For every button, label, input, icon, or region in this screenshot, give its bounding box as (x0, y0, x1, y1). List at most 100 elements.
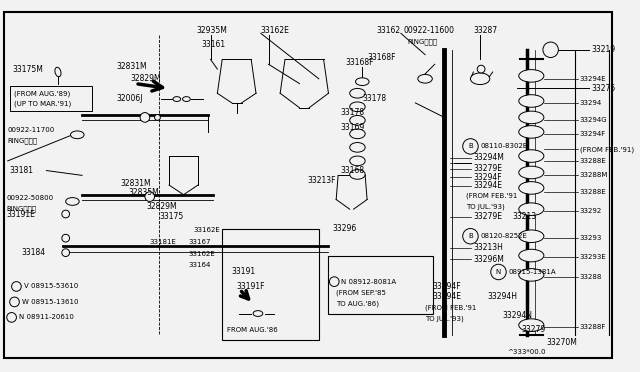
Text: TO JUL.'93): TO JUL.'93) (425, 315, 464, 322)
Text: 33279E: 33279E (474, 164, 502, 173)
Text: 33169: 33169 (340, 122, 364, 132)
Ellipse shape (470, 73, 490, 84)
Ellipse shape (519, 182, 544, 194)
Circle shape (12, 282, 21, 291)
Text: 33181: 33181 (10, 166, 34, 175)
Ellipse shape (519, 319, 544, 331)
Circle shape (7, 312, 17, 322)
Text: 33164: 33164 (188, 262, 211, 268)
Text: 32935M: 32935M (196, 26, 227, 35)
Circle shape (463, 139, 478, 154)
Text: 00922-11600: 00922-11600 (404, 26, 455, 35)
Text: 33294G: 33294G (580, 117, 607, 123)
Ellipse shape (519, 249, 544, 262)
Text: W 08915-13610: W 08915-13610 (22, 299, 79, 305)
Circle shape (145, 192, 155, 202)
Text: 33294: 33294 (580, 100, 602, 106)
Ellipse shape (519, 126, 544, 138)
Text: 32831M: 32831M (116, 62, 147, 71)
Text: (UP TO MAR.'91): (UP TO MAR.'91) (13, 101, 71, 107)
Ellipse shape (519, 269, 544, 281)
Text: 08120-8252E: 08120-8252E (480, 233, 527, 239)
Text: 33191E: 33191E (7, 209, 36, 218)
Ellipse shape (519, 95, 544, 107)
Ellipse shape (519, 111, 544, 124)
Ellipse shape (70, 131, 84, 139)
Text: 33162E: 33162E (188, 251, 215, 257)
Text: 33293E: 33293E (580, 254, 606, 260)
Circle shape (330, 277, 339, 286)
Text: (FROM FEB.'91: (FROM FEB.'91 (466, 192, 517, 199)
Text: 33287: 33287 (474, 26, 497, 35)
Circle shape (62, 210, 70, 218)
Text: TO AUG.'86): TO AUG.'86) (336, 301, 379, 307)
Ellipse shape (66, 198, 79, 205)
Text: 33275: 33275 (591, 84, 616, 93)
Ellipse shape (519, 70, 544, 82)
Text: 33288M: 33288M (580, 172, 608, 178)
Text: 33294M: 33294M (474, 154, 504, 163)
Text: 33213H: 33213H (474, 243, 503, 252)
Text: 33162E: 33162E (261, 26, 290, 35)
Text: 33288: 33288 (580, 274, 602, 280)
Text: 33162E: 33162E (193, 227, 220, 234)
Text: N: N (496, 269, 501, 275)
Ellipse shape (349, 89, 365, 98)
Ellipse shape (253, 311, 263, 317)
Text: 33270M: 33270M (547, 338, 578, 347)
Circle shape (491, 264, 506, 280)
Circle shape (10, 297, 19, 307)
Text: 33178: 33178 (362, 94, 387, 103)
Text: B: B (468, 143, 473, 150)
Text: 32829M: 32829M (147, 202, 177, 211)
Text: (FROM FEB.'91: (FROM FEB.'91 (425, 304, 476, 311)
Text: B: B (468, 233, 473, 239)
Text: TO JUL.'93): TO JUL.'93) (466, 203, 504, 209)
Ellipse shape (349, 142, 365, 152)
Text: 08915-1381A: 08915-1381A (508, 269, 556, 275)
Circle shape (477, 65, 485, 73)
Text: 33219: 33219 (591, 45, 615, 54)
Text: 33288E: 33288E (580, 158, 606, 164)
Text: 33294E: 33294E (433, 292, 462, 301)
Text: 33294F: 33294F (580, 131, 606, 137)
Text: 00922-11700: 00922-11700 (8, 127, 55, 133)
Text: 33296M: 33296M (474, 255, 504, 264)
Text: 33294N: 33294N (502, 311, 532, 320)
Text: 33184: 33184 (21, 248, 45, 257)
Text: 33168: 33168 (340, 166, 364, 175)
Ellipse shape (355, 78, 369, 86)
Text: 33294F: 33294F (474, 173, 502, 182)
Ellipse shape (349, 115, 365, 125)
Text: 33288E: 33288E (580, 189, 606, 195)
Text: 33293: 33293 (580, 235, 602, 241)
Text: N 08911-20610: N 08911-20610 (19, 314, 74, 320)
Ellipse shape (55, 67, 61, 77)
Ellipse shape (519, 150, 544, 162)
Text: RINGリング: RINGリング (8, 137, 38, 144)
Text: RINGリング: RINGリング (7, 205, 37, 212)
Ellipse shape (519, 166, 544, 179)
Bar (222, 228, 319, 340)
Text: RINGリング: RINGリング (408, 39, 438, 45)
Ellipse shape (519, 203, 544, 215)
Ellipse shape (173, 97, 180, 102)
Circle shape (463, 228, 478, 244)
Text: FROM AUG.'86: FROM AUG.'86 (227, 327, 278, 333)
Text: 33288F: 33288F (580, 324, 606, 330)
Text: 32831M: 32831M (121, 179, 152, 187)
Text: 33175: 33175 (159, 212, 184, 221)
Text: 33213F: 33213F (307, 176, 336, 185)
Text: 33213: 33213 (512, 212, 536, 221)
Text: V 08915-53610: V 08915-53610 (24, 283, 79, 289)
Circle shape (155, 115, 161, 120)
Text: 32829M: 32829M (131, 74, 161, 83)
Circle shape (140, 113, 150, 122)
Text: 33296: 33296 (332, 224, 356, 233)
Ellipse shape (349, 170, 365, 179)
Ellipse shape (418, 74, 432, 83)
Ellipse shape (349, 156, 365, 166)
Text: 33294F: 33294F (433, 282, 461, 291)
Text: 32835M: 32835M (129, 188, 159, 197)
Text: 33175M: 33175M (13, 65, 44, 74)
